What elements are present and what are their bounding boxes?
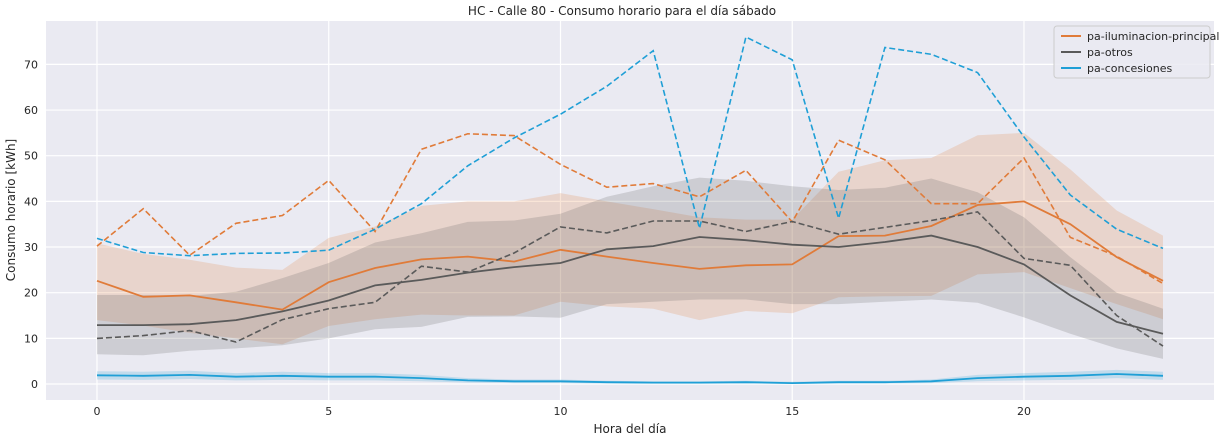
y-tick-label: 20: [24, 287, 38, 300]
series-mean-line-2: [96, 373, 1164, 385]
confidence-band-0: [97, 132, 1163, 345]
tick-labels: 0 5 10 15 20 0 10 20 30 40 50 60 70: [24, 58, 1031, 418]
series-dashed-line-1: [96, 211, 1164, 347]
x-axis-label: Hora del día: [594, 422, 667, 436]
series-mean-line-1: [97, 234, 1164, 335]
series-lines: [96, 35, 1164, 385]
y-tick-label: 10: [24, 332, 38, 345]
y-tick-label: 0: [31, 378, 38, 391]
x-tick-label: 10: [553, 405, 567, 418]
x-tick-label: 15: [785, 405, 799, 418]
legend-label: pa-iluminacion-principal: [1087, 30, 1219, 43]
legend: pa-iluminacion-principal pa-otros pa-conce…: [1053, 25, 1219, 79]
legend-label: pa-concesiones: [1087, 62, 1173, 75]
series-mean-line-0: [96, 200, 1164, 311]
y-tick-label: 50: [24, 150, 38, 163]
y-tick-label: 60: [24, 104, 38, 117]
x-tick-label: 20: [1017, 405, 1031, 418]
series-dashed-line-2: [96, 35, 1164, 257]
y-tick-label: 40: [24, 195, 38, 208]
y-axis-label: Consumo horario [kWh]: [4, 139, 18, 281]
y-tick-label: 70: [24, 58, 38, 71]
legend-box: [1053, 25, 1211, 79]
confidence-band-2: [97, 369, 1163, 384]
series-dashed-line-0: [96, 132, 1164, 285]
chart-title: HC - Calle 80 - Consumo horario para el …: [468, 4, 776, 18]
confidence-band-1: [97, 177, 1163, 359]
x-tick-label: 5: [325, 405, 332, 418]
confidence-bands: [97, 132, 1163, 384]
legend-label: pa-otros: [1087, 46, 1133, 59]
y-tick-label: 30: [24, 241, 38, 254]
plot-area: [46, 21, 1214, 400]
x-tick-label: 0: [93, 405, 100, 418]
